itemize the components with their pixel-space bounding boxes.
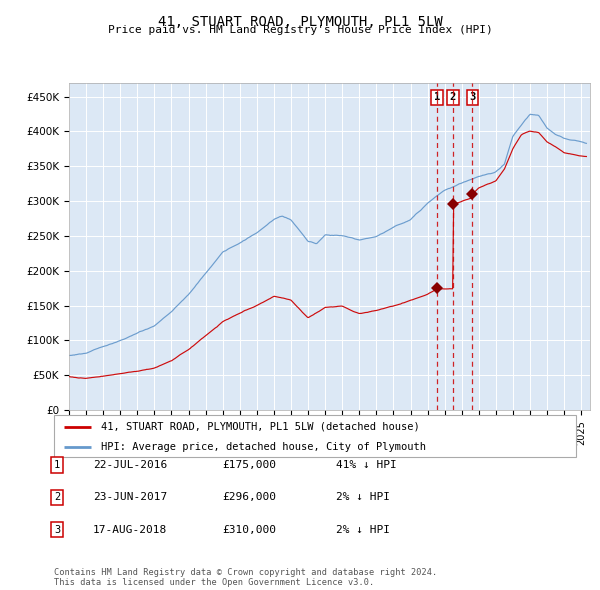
Text: HPI: Average price, detached house, City of Plymouth: HPI: Average price, detached house, City… [101,442,426,451]
Text: 2% ↓ HPI: 2% ↓ HPI [336,525,390,535]
Text: £310,000: £310,000 [222,525,276,535]
Text: 2: 2 [450,93,456,102]
Text: Price paid vs. HM Land Registry's House Price Index (HPI): Price paid vs. HM Land Registry's House … [107,25,493,35]
Text: 1: 1 [434,93,440,102]
Text: 41% ↓ HPI: 41% ↓ HPI [336,460,397,470]
Text: 1: 1 [54,460,60,470]
Text: 2: 2 [54,493,60,502]
Text: 3: 3 [469,93,476,102]
FancyBboxPatch shape [54,415,576,457]
Text: 3: 3 [54,525,60,535]
Text: 23-JUN-2017: 23-JUN-2017 [93,493,167,502]
Text: £175,000: £175,000 [222,460,276,470]
Text: Contains HM Land Registry data © Crown copyright and database right 2024.
This d: Contains HM Land Registry data © Crown c… [54,568,437,587]
Text: £296,000: £296,000 [222,493,276,502]
Text: 22-JUL-2016: 22-JUL-2016 [93,460,167,470]
Text: 2% ↓ HPI: 2% ↓ HPI [336,493,390,502]
Text: 41, STUART ROAD, PLYMOUTH, PL1 5LW (detached house): 41, STUART ROAD, PLYMOUTH, PL1 5LW (deta… [101,422,420,432]
Text: 17-AUG-2018: 17-AUG-2018 [93,525,167,535]
Text: 41, STUART ROAD, PLYMOUTH, PL1 5LW: 41, STUART ROAD, PLYMOUTH, PL1 5LW [158,15,442,29]
